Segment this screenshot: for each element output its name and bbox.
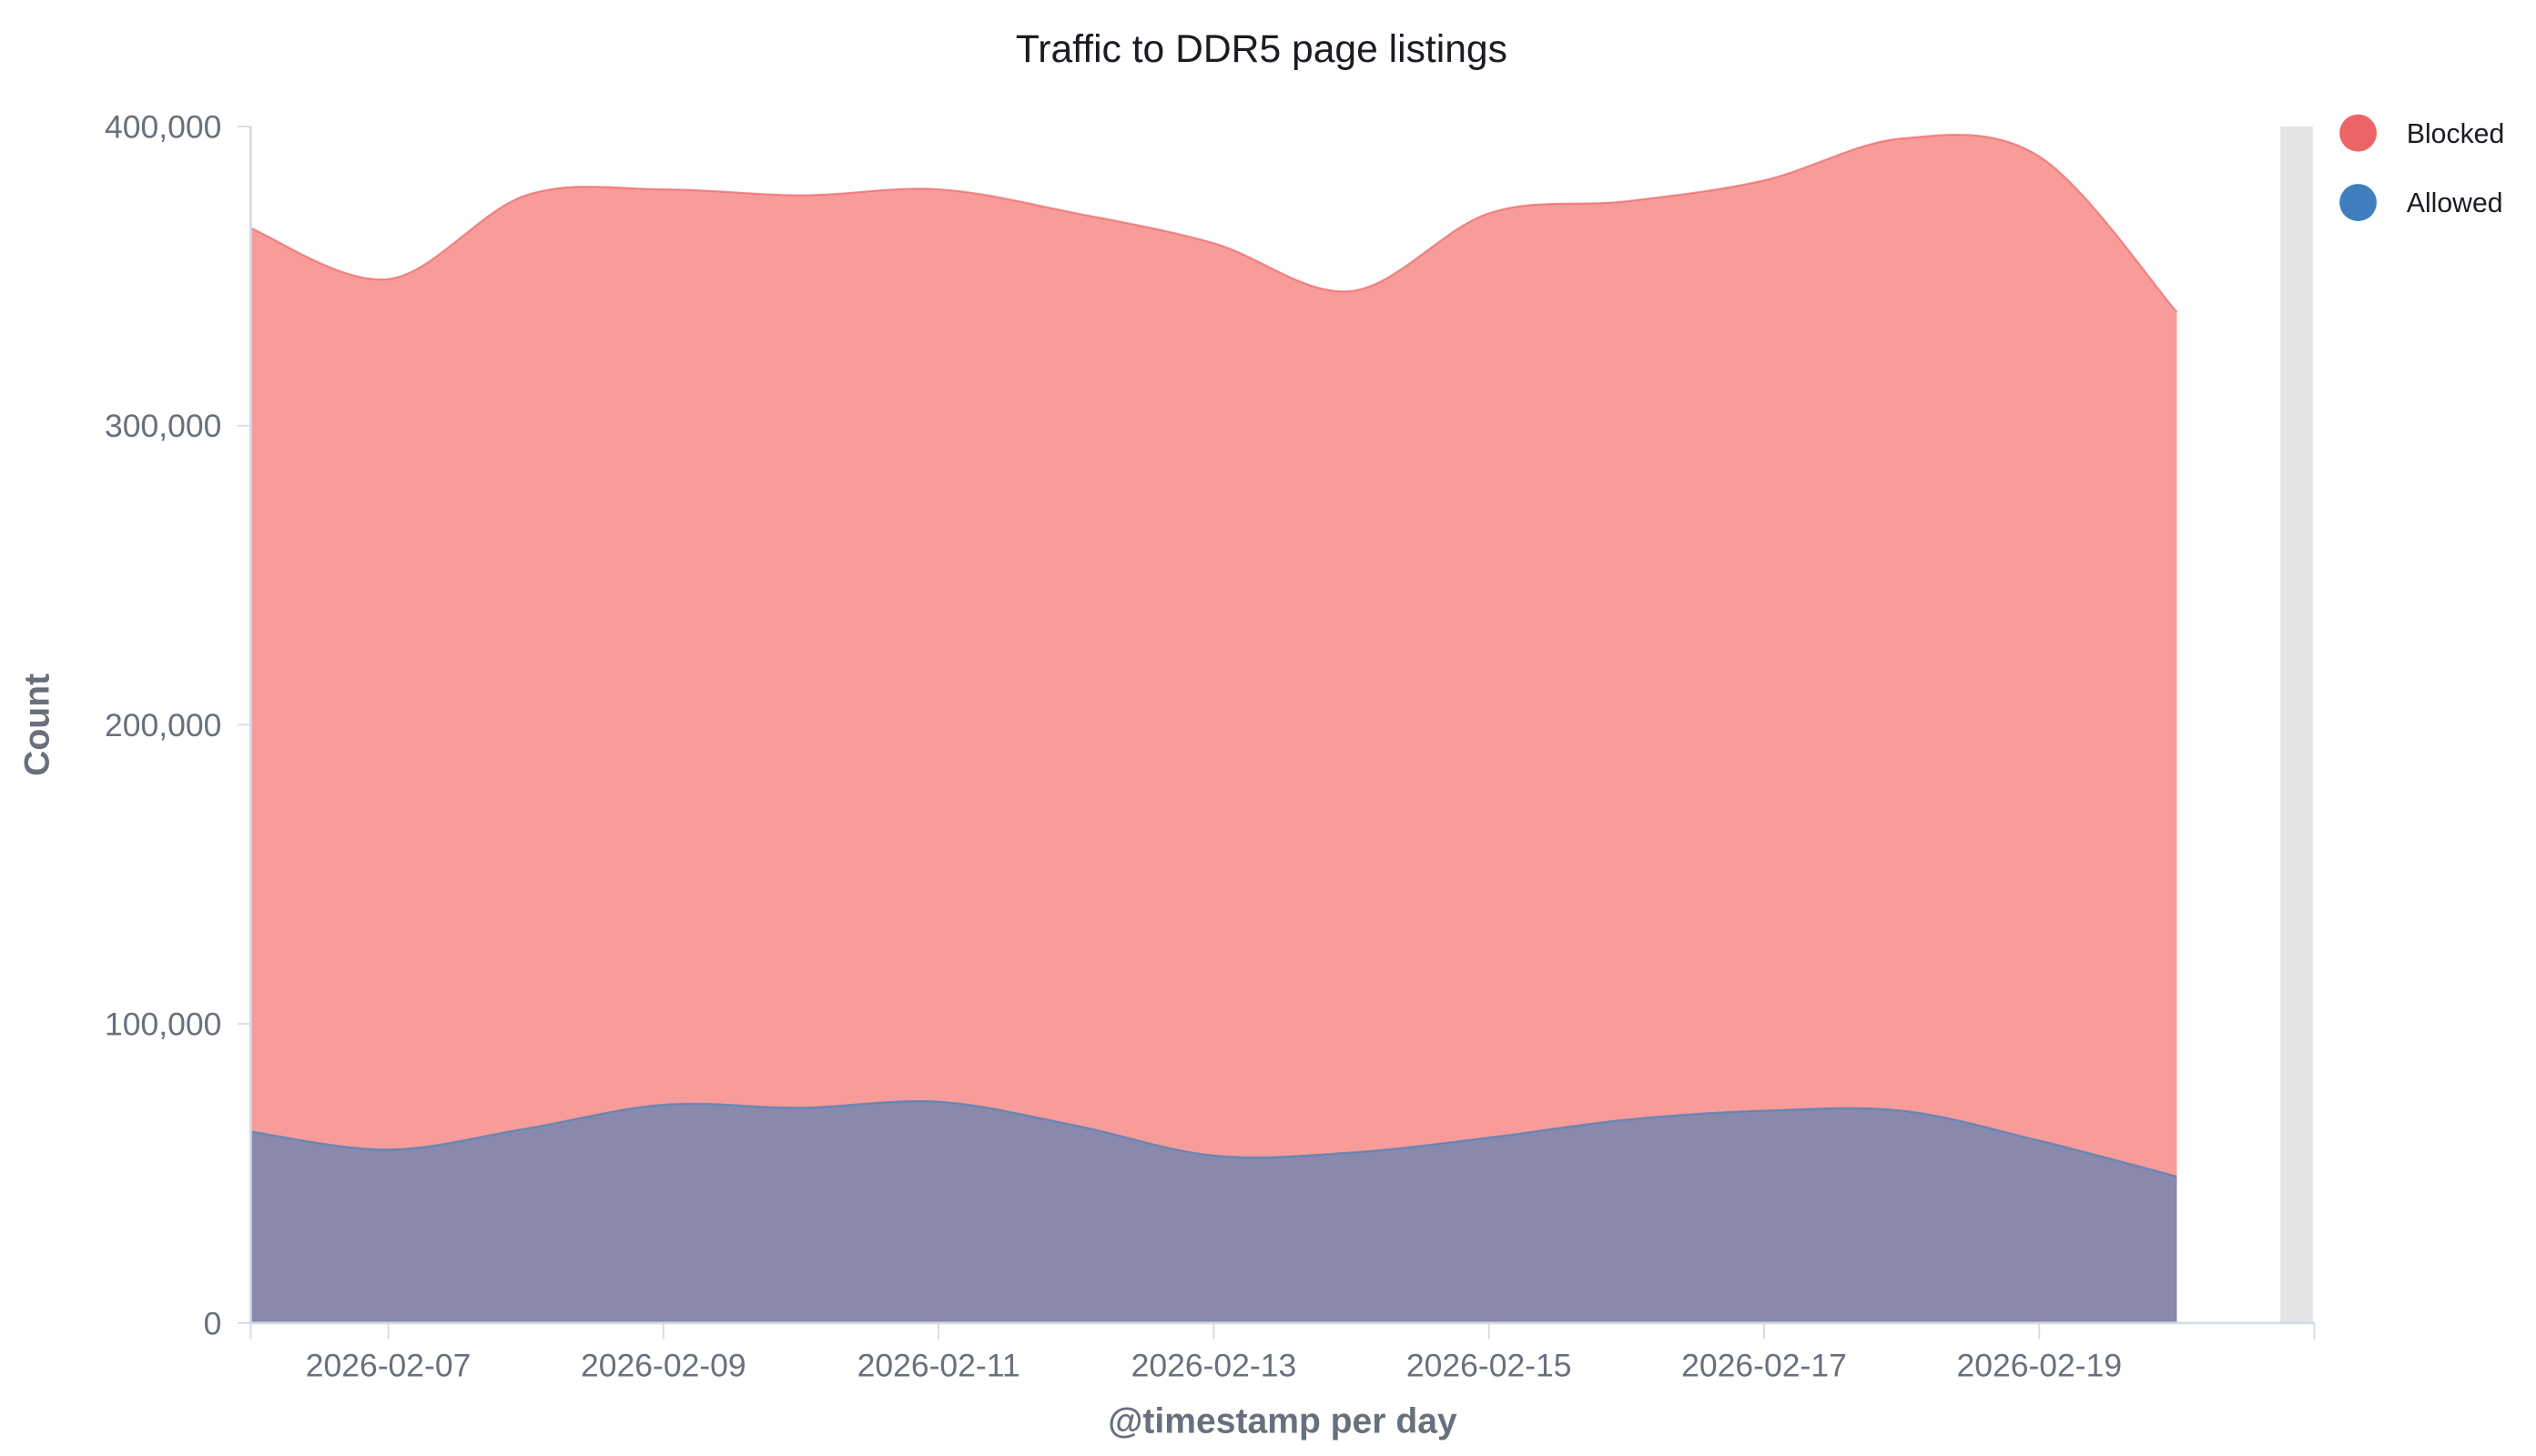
y-tick-label: 0	[204, 1305, 222, 1341]
x-tick-label: 2026-02-09	[581, 1347, 746, 1383]
areas-layer	[250, 134, 2178, 1323]
allowed-line	[250, 1099, 2177, 1178]
y-tick-label: 400,000	[105, 108, 221, 145]
y-tick-label: 300,000	[105, 408, 221, 444]
x-tick-label: 2026-02-07	[306, 1347, 472, 1383]
legend-swatch-icon	[2339, 184, 2377, 221]
y-tick-label: 100,000	[105, 1006, 221, 1043]
legend: Blocked Allowed	[2339, 114, 2504, 221]
x-tick-label: 2026-02-13	[1131, 1347, 1297, 1383]
x-tick-label: 2026-02-19	[1956, 1347, 2122, 1383]
legend-swatch-icon	[2339, 114, 2377, 152]
y-axis-title: Count	[17, 673, 56, 776]
blocked-area	[250, 135, 2177, 1177]
y-tick-label: 200,000	[105, 707, 221, 743]
legend-item-blocked[interactable]: Blocked	[2339, 114, 2504, 152]
legend-scrollbar[interactable]	[2280, 126, 2313, 1323]
allowed-area	[250, 1100, 2177, 1323]
chart-title: Traffic to DDR5 page listings	[1016, 27, 1507, 71]
legend-label: Allowed	[2407, 188, 2503, 218]
x-ticks: 2026-02-07 2026-02-09 2026-02-11 2026-02-13…	[249, 1322, 2316, 1383]
x-tick-label: 2026-02-17	[1681, 1347, 1847, 1383]
blocked-line	[250, 134, 2178, 313]
x-tick-label: 2026-02-15	[1406, 1347, 1572, 1383]
x-tick-label: 2026-02-11	[857, 1347, 1020, 1383]
y-ticks: 0 100,000 200,000 300,000 400,000	[105, 108, 251, 1341]
x-axis-title: @timestamp per day	[1108, 1402, 1457, 1441]
legend-label: Blocked	[2407, 119, 2504, 149]
legend-item-allowed[interactable]: Allowed	[2339, 184, 2503, 221]
